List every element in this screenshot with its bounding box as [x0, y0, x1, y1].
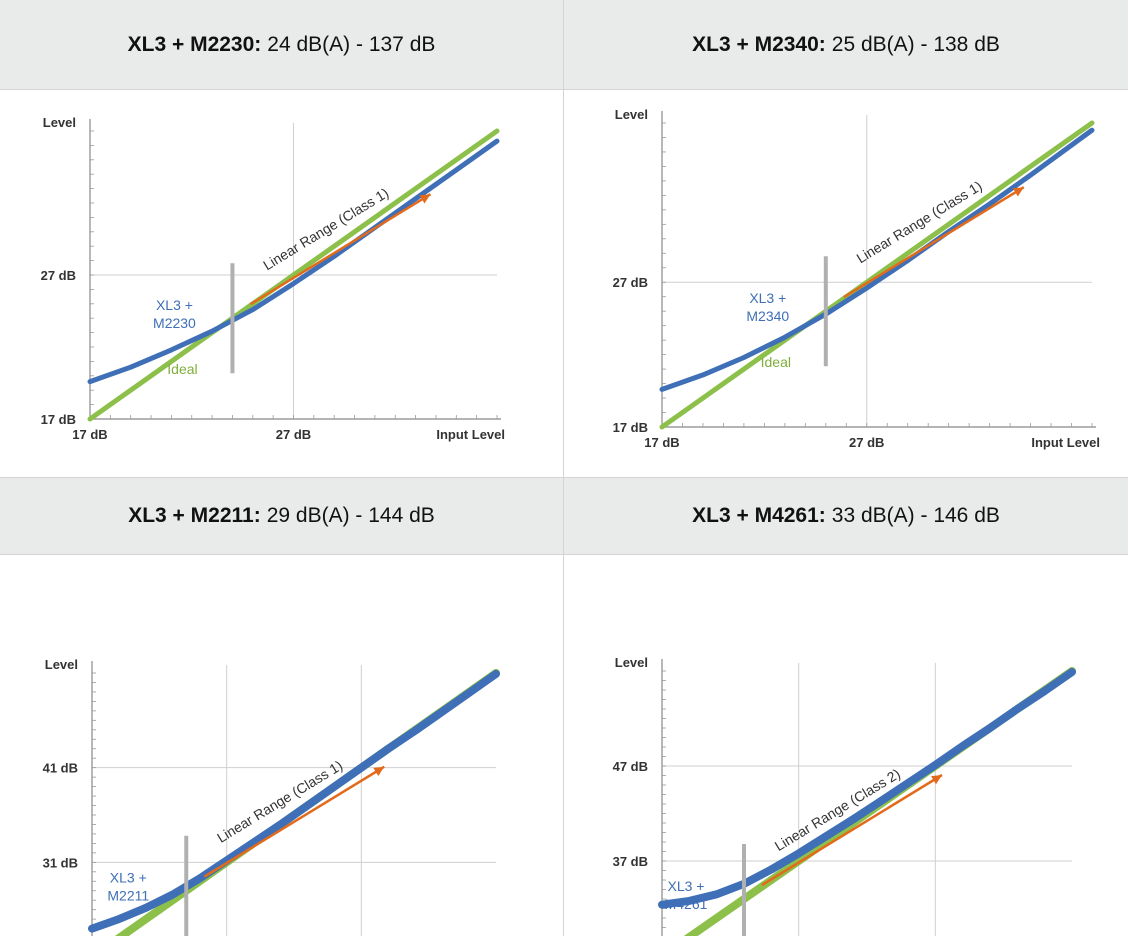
linear-range-arrowhead	[419, 194, 431, 204]
measured-series-label: XL3 +	[749, 290, 786, 306]
measured-series-label: M2340	[746, 308, 789, 324]
measured-series-line	[87, 138, 500, 385]
chart-1: 17 dB 27 dB 17 dB 27 dB Level Input Level XL3 …	[41, 115, 505, 442]
chart-title-range: 25 dB(A) - 138 dB	[831, 32, 1000, 56]
y-axis-label: Level	[43, 115, 76, 130]
chart-title-range: 29 dB(A) - 144 dB	[266, 504, 435, 527]
y-tick-label: 27 dB	[613, 275, 648, 290]
chart-title-range: 33 dB(A) - 146 dB	[831, 504, 1000, 527]
ideal-series-label: Ideal	[167, 361, 197, 377]
x-axis-label: Input Level	[1031, 435, 1100, 450]
chart-title-model: XL3 + M2230:	[127, 32, 262, 56]
measured-series-label: M4261	[665, 896, 708, 912]
ideal-series-label: Ideal	[121, 934, 151, 936]
ideal-series-label: Ideal	[761, 354, 791, 370]
y-tick-label: 27 dB	[41, 268, 76, 283]
measured-series-label: M2230	[153, 315, 196, 331]
measured-series-label: M2211	[107, 888, 149, 904]
chart-title-model: XL3 + M2340:	[692, 32, 826, 56]
chart-cell-1: XL3 + M2230: 24 dB(A) - 137 dB 17 dB 27 d…	[0, 0, 564, 478]
measured-series-line	[658, 668, 1076, 909]
y-axis-label: Level	[615, 655, 648, 670]
linear-range-arrow	[761, 773, 943, 887]
chart-header: XL3 + M2211: 29 dB(A) - 144 dB	[0, 478, 563, 555]
chart-2: 17 dB 27 dB 17 dB 27 dB Level Input Level XL3 …	[613, 107, 1100, 450]
measured-series-label: XL3 +	[156, 297, 193, 313]
chart-title-range: 24 dB(A) - 137 dB	[267, 32, 436, 56]
y-tick-label: 31 dB	[43, 855, 78, 870]
measured-series-line	[659, 127, 1095, 392]
chart-header: XL3 + M2230: 24 dB(A) - 137 dB	[0, 0, 563, 90]
ideal-series-line	[87, 128, 500, 422]
y-tick-label: 17 dB	[613, 420, 648, 435]
x-tick-label: 27 dB	[276, 427, 311, 442]
chart-title-model: XL3 + M2211:	[128, 504, 261, 527]
linear-range-arrowhead	[1012, 187, 1024, 197]
chart-header: XL3 + M4261: 33 dB(A) - 146 dB	[564, 478, 1128, 555]
x-tick-label: 17 dB	[72, 427, 107, 442]
linear-range-arrow	[249, 193, 432, 306]
measured-series-label: XL3 +	[668, 878, 705, 894]
x-tick-label: 27 dB	[849, 435, 884, 450]
x-axis-label: Input Level	[436, 427, 505, 442]
linear-range-arrowhead	[931, 775, 942, 785]
linear-range-arrow	[203, 765, 385, 878]
chart-cell-2: XL3 + M2340: 25 dB(A) - 138 dB 17 dB 27 d…	[564, 0, 1128, 478]
chart-title-model: XL3 + M4261:	[692, 504, 826, 527]
measured-series-label: XL3 +	[110, 870, 147, 886]
linear-range-arrow	[843, 186, 1025, 299]
y-axis-label: Level	[45, 657, 78, 672]
y-tick-label: 37 dB	[613, 854, 648, 869]
y-tick-label: 47 dB	[613, 759, 648, 774]
y-axis-label: Level	[615, 107, 648, 122]
ideal-series-line	[659, 120, 1095, 430]
y-tick-label: 41 dB	[43, 761, 78, 776]
linear-range-arrowhead	[373, 766, 385, 776]
x-tick-label: 17 dB	[644, 435, 679, 450]
measured-series-line	[88, 669, 500, 933]
chart-header: XL3 + M2340: 25 dB(A) - 138 dB	[564, 0, 1128, 90]
y-tick-label: 17 dB	[41, 412, 76, 427]
